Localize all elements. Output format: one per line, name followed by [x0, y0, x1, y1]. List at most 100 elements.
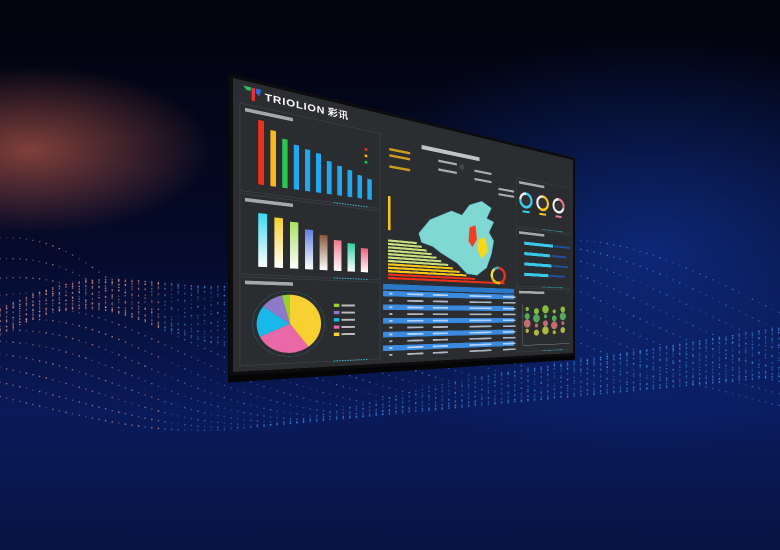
particle [468, 374, 470, 376]
particle [639, 353, 641, 355]
legend-swatch [334, 333, 340, 336]
particle [560, 397, 562, 399]
particle [745, 396, 747, 398]
particle [32, 314, 34, 316]
particle [639, 250, 641, 252]
particle [712, 382, 714, 384]
particle [369, 402, 371, 404]
particle [725, 358, 727, 360]
particle [699, 359, 701, 361]
particle [171, 422, 173, 424]
particle [111, 297, 113, 299]
particle [428, 374, 430, 376]
stat-icon [459, 164, 464, 171]
particle [138, 405, 140, 407]
table-cell [389, 340, 392, 342]
particle [184, 395, 186, 397]
particle [659, 273, 661, 275]
particle [501, 373, 503, 375]
particle [705, 364, 707, 366]
particle [158, 313, 160, 315]
dashboard-title [422, 145, 480, 161]
particle [164, 295, 166, 297]
particle [679, 385, 681, 387]
particle [778, 328, 780, 330]
particle [171, 316, 173, 318]
particle [105, 300, 107, 302]
particle [65, 299, 67, 301]
particle [653, 356, 655, 358]
particle [738, 358, 740, 360]
particle [692, 325, 694, 327]
particle [144, 297, 146, 299]
particle [184, 407, 186, 409]
particle [78, 296, 80, 298]
particle [177, 293, 179, 295]
particle [659, 257, 661, 259]
table-cell [389, 306, 392, 308]
particle [554, 372, 556, 374]
particle [283, 422, 285, 424]
particle [144, 283, 146, 285]
particle [752, 333, 754, 335]
particle [224, 422, 226, 424]
particle [230, 288, 232, 290]
particle [527, 399, 529, 401]
particle [151, 320, 153, 322]
particle [672, 350, 674, 352]
particle [699, 340, 701, 342]
particle [85, 292, 87, 294]
particle [92, 281, 94, 283]
particle [164, 328, 166, 330]
particle [78, 285, 80, 287]
particle [752, 362, 754, 364]
particle [653, 353, 655, 355]
particle [725, 379, 727, 381]
particle [738, 382, 740, 384]
table-cell [503, 302, 516, 304]
legend-label [341, 304, 354, 306]
particle [138, 306, 140, 308]
particle [540, 392, 542, 394]
particle [507, 402, 509, 404]
particle [600, 283, 602, 285]
particle [580, 386, 582, 388]
particle [125, 341, 127, 343]
particle [448, 403, 450, 405]
particle [230, 306, 232, 308]
particle [184, 325, 186, 327]
particle [659, 359, 661, 361]
particle [415, 383, 417, 385]
particle [534, 384, 536, 386]
particle [138, 347, 140, 349]
particle [719, 364, 721, 366]
particle [778, 352, 780, 354]
particle [263, 407, 265, 409]
particle [204, 320, 206, 322]
table-cell [389, 300, 392, 302]
particle [606, 363, 608, 365]
particle [606, 366, 608, 368]
particle [408, 396, 410, 398]
particle [389, 375, 391, 377]
particle [719, 352, 721, 354]
particle [455, 384, 457, 386]
particle [52, 293, 54, 295]
particle [778, 360, 780, 362]
particle [712, 342, 714, 344]
particle [32, 359, 34, 361]
particle [144, 314, 146, 316]
particle [567, 390, 569, 392]
particle [118, 302, 120, 304]
particle [125, 292, 127, 294]
particle [679, 336, 681, 338]
particle [309, 419, 311, 421]
bubble [561, 321, 564, 325]
particle [32, 292, 34, 294]
particle [12, 319, 14, 321]
particle [270, 424, 272, 426]
particle [217, 288, 219, 290]
particle [72, 338, 74, 340]
particle [224, 407, 226, 409]
particle [184, 284, 186, 286]
